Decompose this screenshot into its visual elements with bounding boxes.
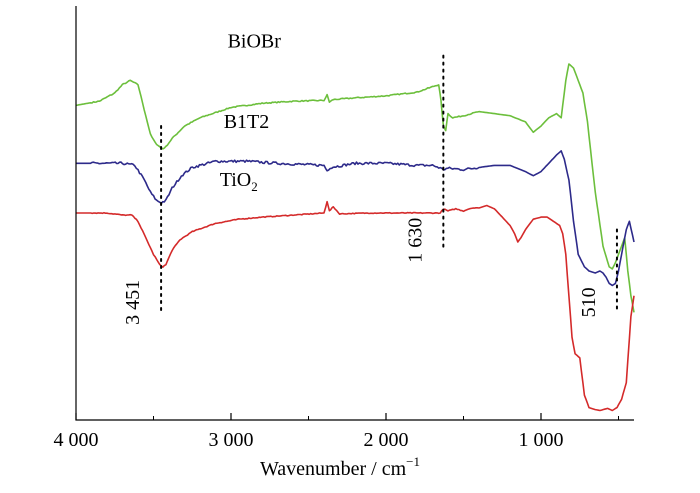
axes-layer: [75, 6, 634, 421]
series-line-biobr: [75, 63, 635, 313]
annotation-layer: [160, 54, 618, 314]
x-tick-label-2000: 2 000: [364, 429, 409, 451]
series-label-biobr: BiOBr: [228, 30, 282, 52]
series-layer: [75, 63, 635, 412]
x-axis-title: Wavenumber / cm−1: [260, 454, 420, 480]
series-line-tio2: [76, 200, 635, 412]
series-label-tio2: TiO2: [220, 169, 258, 194]
series-label-b1t2: B1T2: [224, 111, 270, 133]
marker-label-1630: 1 630: [404, 218, 426, 263]
series-line-b1t2: [76, 150, 635, 287]
x-tick-label-1000: 1 000: [519, 429, 564, 451]
marker-label-3451: 3 451: [122, 280, 144, 325]
x-tick-label-3000: 3 000: [209, 429, 254, 451]
x-tick-label-4000: 4 000: [54, 429, 99, 451]
text-layer: BiOBr B1T2 TiO2 3 451 1 630 510 4 000 3 000 2 00…: [54, 30, 600, 480]
marker-label-510: 510: [578, 287, 600, 317]
